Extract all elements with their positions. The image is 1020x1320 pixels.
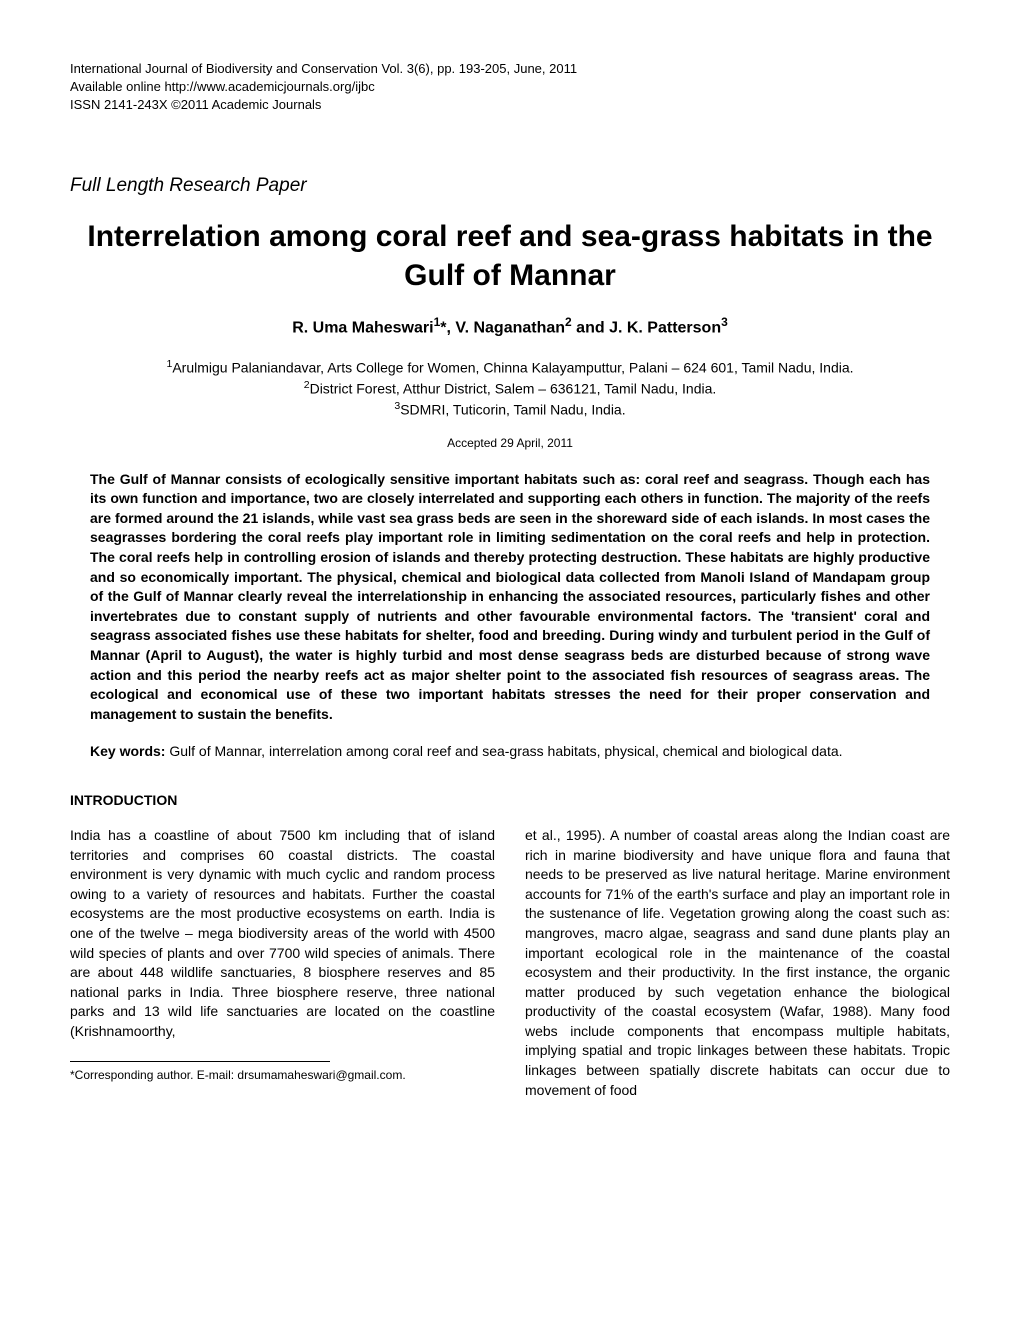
body-text-right: et al., 1995). A number of coastal areas… xyxy=(525,826,950,1100)
keywords-text: Gulf of Mannar, interrelation among cora… xyxy=(165,743,842,759)
affiliations: 1Arulmigu Palaniandavar, Arts College fo… xyxy=(70,357,950,421)
authors: R. Uma Maheswari1*, V. Naganathan2 and J… xyxy=(70,315,950,337)
introduction-heading: INTRODUCTION xyxy=(70,792,950,808)
footer-divider xyxy=(70,1061,330,1062)
affiliation-2: 2District Forest, Atthur District, Salem… xyxy=(70,378,950,399)
keywords-label: Key words: xyxy=(90,743,165,759)
paper-title: Interrelation among coral reef and sea-g… xyxy=(70,217,950,295)
accepted-date: Accepted 29 April, 2011 xyxy=(70,436,950,450)
corresponding-author: *Corresponding author. E-mail: drsumamah… xyxy=(70,1067,495,1084)
keywords: Key words: Gulf of Mannar, interrelation… xyxy=(70,742,950,762)
affiliation-3: 3SDMRI, Tuticorin, Tamil Nadu, India. xyxy=(70,399,950,420)
abstract: The Gulf of Mannar consists of ecologica… xyxy=(70,470,950,725)
journal-line3: ISSN 2141-243X ©2011 Academic Journals xyxy=(70,96,950,114)
paper-type: Full Length Research Paper xyxy=(70,175,950,197)
journal-line1: International Journal of Biodiversity an… xyxy=(70,60,950,78)
column-left: India has a coastline of about 7500 km i… xyxy=(70,826,495,1100)
column-right: et al., 1995). A number of coastal areas… xyxy=(525,826,950,1100)
body-text-left: India has a coastline of about 7500 km i… xyxy=(70,826,495,1042)
affiliation-1: 1Arulmigu Palaniandavar, Arts College fo… xyxy=(70,357,950,378)
journal-line2: Available online http://www.academicjour… xyxy=(70,78,950,96)
body-columns: India has a coastline of about 7500 km i… xyxy=(70,826,950,1100)
journal-info: International Journal of Biodiversity an… xyxy=(70,60,950,115)
